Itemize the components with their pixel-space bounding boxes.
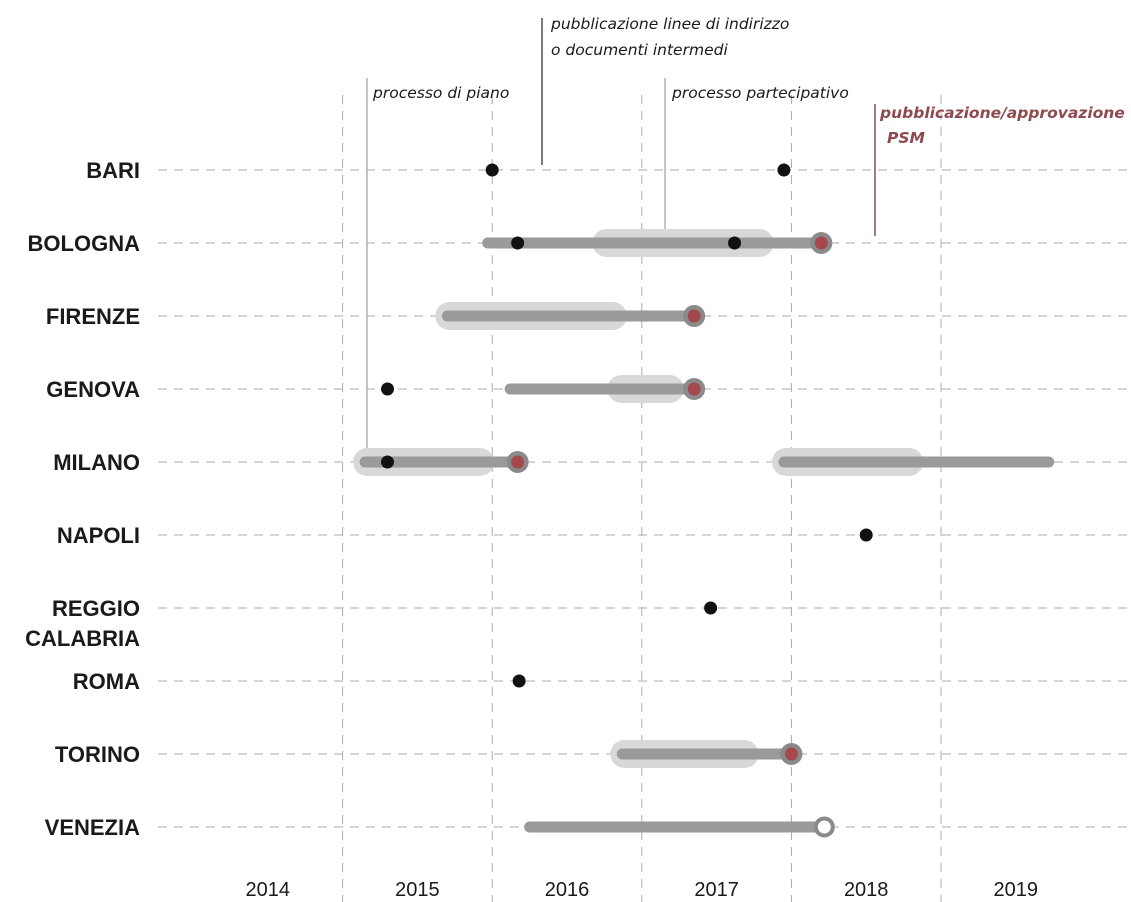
approval-dot: [511, 455, 525, 469]
approval-dot: [687, 382, 701, 396]
city-label: VENEZIA: [45, 815, 140, 840]
document-dot: [704, 601, 718, 615]
annotation-planning-process: processo di piano: [372, 84, 509, 102]
year-tick-label: 2014: [246, 879, 291, 901]
city-labels: BARI BOLOGNA FIRENZE GENOVA MILANO NAPOLI REGG…: [25, 158, 140, 840]
approval-dot: [814, 236, 828, 250]
row-gridlines: [158, 169, 1131, 828]
document-dots: [380, 163, 873, 688]
approval-dot: [784, 747, 798, 761]
city-label: BOLOGNA: [28, 231, 141, 256]
year-gridlines: [342, 95, 942, 902]
city-label: CALABRIA: [25, 626, 140, 651]
approval-pending-marker: [813, 816, 835, 838]
city-label: FIRENZE: [46, 304, 140, 329]
approval-dot: [687, 309, 701, 323]
city-label: GENOVA: [46, 377, 140, 402]
document-dot: [511, 236, 525, 250]
document-dot: [859, 528, 873, 542]
city-label: MILANO: [53, 450, 140, 475]
city-label: BARI: [86, 158, 140, 183]
annotation-guidelines-line2: o documenti intermedi: [551, 41, 728, 59]
document-dot: [512, 674, 526, 688]
annotation-approval-line2: PSM: [887, 129, 926, 147]
annotation-guidelines-line1: pubblicazione linee di indirizzo: [550, 15, 789, 33]
city-label: ROMA: [73, 669, 140, 694]
participatory-bands: [353, 229, 924, 768]
document-dot: [380, 455, 394, 469]
year-tick-label: 2018: [844, 879, 889, 901]
annotation-approval-line1: pubblicazione/approvazione: [879, 104, 1125, 122]
annotation-leaders: [366, 18, 876, 455]
document-dot: [777, 163, 791, 177]
annotation-participatory: processo partecipativo: [671, 84, 849, 102]
year-tick-label: 2016: [545, 879, 590, 901]
approval-markers: [506, 232, 835, 838]
city-label: TORINO: [55, 742, 140, 767]
document-dot: [380, 382, 394, 396]
annotations: processo di piano pubblicazione linee di…: [372, 15, 1125, 147]
document-dot: [485, 163, 499, 177]
city-label: NAPOLI: [57, 523, 140, 548]
year-tick-label: 2019: [994, 879, 1039, 901]
year-tick-label: 2017: [694, 879, 739, 901]
document-dot: [728, 236, 742, 250]
city-label: REGGIO: [52, 596, 140, 621]
year-labels: 2014 2015 2016 2017 2018 2019: [246, 879, 1038, 901]
year-tick-label: 2015: [395, 879, 440, 901]
